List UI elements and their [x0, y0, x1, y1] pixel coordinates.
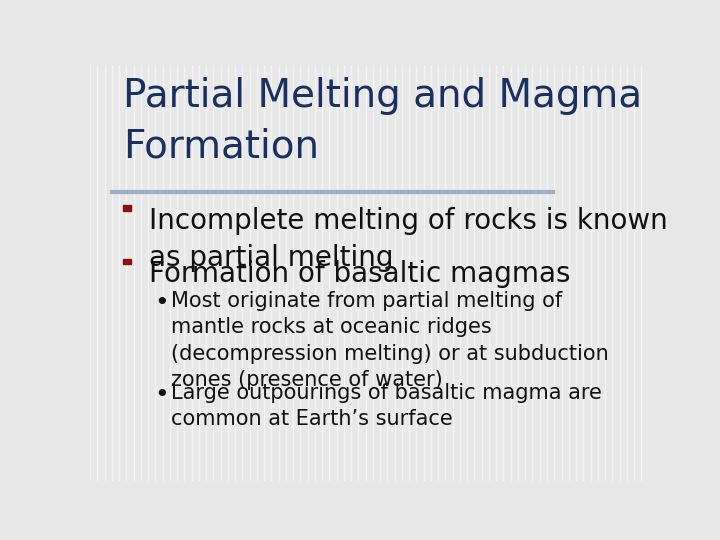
Bar — [124, 205, 131, 211]
Text: Formation of basaltic magmas: Formation of basaltic magmas — [148, 260, 570, 288]
Text: Incomplete melting of rocks is known
as partial melting: Incomplete melting of rocks is known as … — [148, 207, 667, 272]
Text: Partial Melting and Magma: Partial Melting and Magma — [124, 77, 643, 115]
Text: •: • — [154, 292, 169, 315]
Text: Large outpourings of basaltic magma are
common at Earth’s surface: Large outpourings of basaltic magma are … — [171, 383, 602, 429]
Text: •: • — [154, 383, 169, 407]
Text: Most originate from partial melting of
mantle rocks at oceanic ridges
(decompres: Most originate from partial melting of m… — [171, 292, 608, 390]
Text: Formation: Formation — [124, 127, 320, 165]
Bar — [124, 259, 131, 265]
